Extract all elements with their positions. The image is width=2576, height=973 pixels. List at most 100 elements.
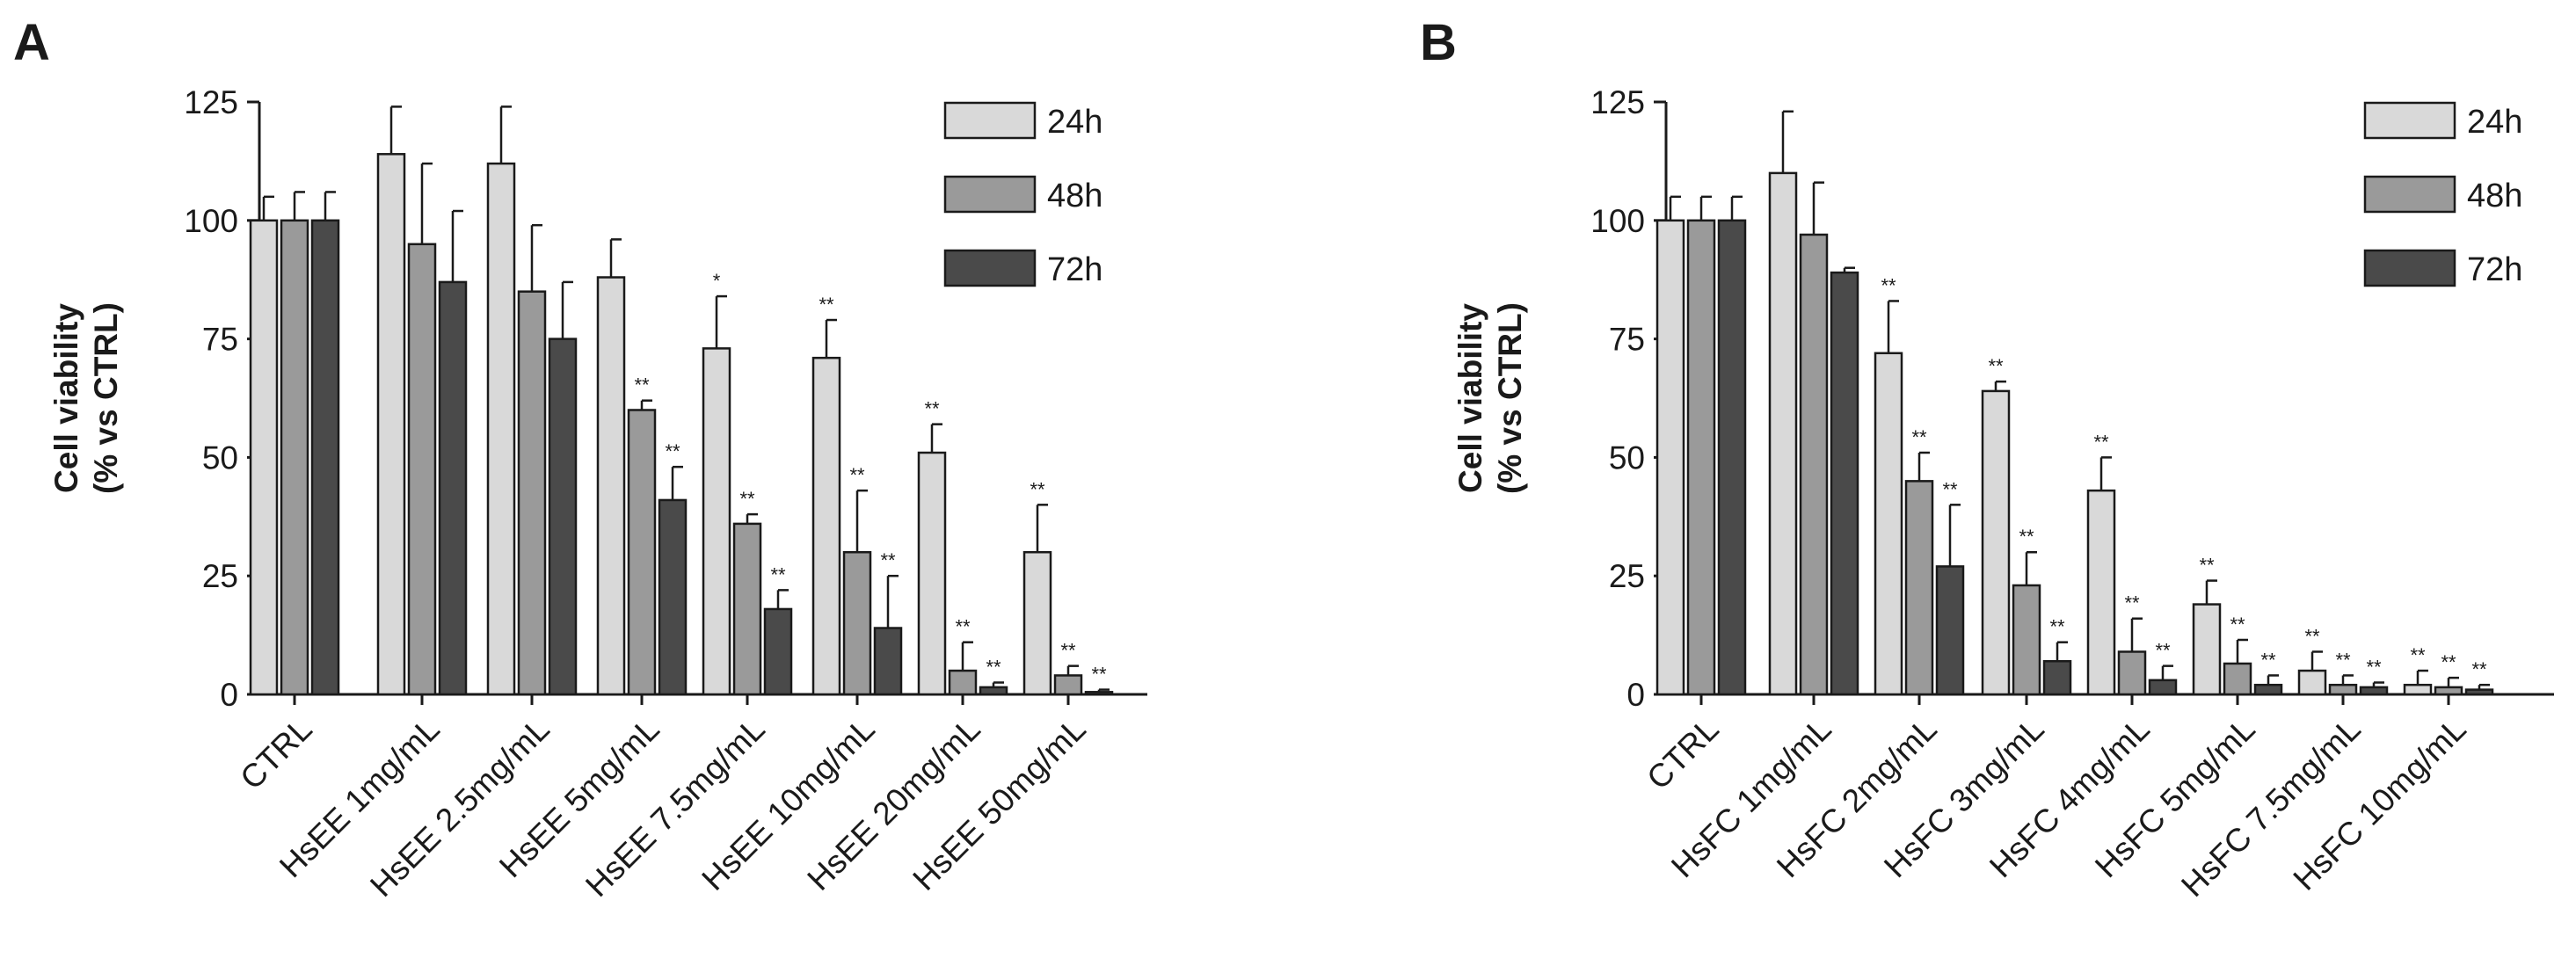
significance-mark: ** bbox=[2124, 592, 2140, 614]
y-axis-label-line: (% vs CTRL) bbox=[88, 302, 124, 494]
legend-item-72h: 72h bbox=[943, 249, 1102, 288]
bar-72h bbox=[2359, 686, 2389, 696]
bar-24h bbox=[2403, 683, 2433, 696]
bar-48h bbox=[2117, 650, 2147, 696]
y-tick-label: 25 bbox=[202, 558, 238, 594]
bar-48h bbox=[280, 219, 309, 696]
bar-48h bbox=[2012, 584, 2041, 696]
significance-mark: ** bbox=[2410, 644, 2426, 666]
legend-item-24h: 24h bbox=[943, 101, 1102, 141]
legend-swatch-72h bbox=[943, 249, 1037, 287]
legend-label-24h: 24h bbox=[2467, 104, 2522, 141]
significance-mark: ** bbox=[1060, 640, 1076, 662]
bar-48h bbox=[1799, 233, 1829, 696]
bar-72h bbox=[2253, 683, 2283, 696]
bar-24h bbox=[702, 347, 731, 696]
legend-label-24h: 24h bbox=[1047, 104, 1102, 141]
significance-mark: ** bbox=[2304, 625, 2320, 647]
bar-24h bbox=[596, 276, 626, 696]
legend-item-24h: 24h bbox=[2363, 101, 2522, 141]
bar-72h bbox=[658, 498, 688, 696]
y-tick-label: 75 bbox=[1609, 322, 1645, 358]
bar-48h bbox=[948, 669, 978, 696]
bar-24h bbox=[2192, 603, 2222, 696]
bar-72h bbox=[310, 219, 340, 696]
bar-48h bbox=[1686, 219, 1716, 696]
bar-72h bbox=[438, 280, 468, 696]
bar-72h bbox=[1830, 271, 1859, 696]
y-tick-label: 100 bbox=[184, 203, 238, 239]
significance-mark: ** bbox=[1942, 478, 1958, 500]
bar-48h bbox=[2223, 662, 2252, 696]
significance-mark: ** bbox=[986, 657, 1001, 679]
significance-mark: ** bbox=[2093, 431, 2109, 453]
significance-mark: ** bbox=[880, 549, 896, 571]
y-axis-label-line: Cell viability bbox=[48, 303, 84, 493]
y-tick-label: 0 bbox=[220, 677, 238, 713]
bar-24h bbox=[811, 356, 841, 696]
panel-letter: A bbox=[13, 14, 50, 71]
bar-72h bbox=[548, 338, 578, 696]
significance-mark: ** bbox=[2441, 651, 2456, 673]
significance-mark: ** bbox=[819, 294, 834, 316]
significance-mark: ** bbox=[634, 374, 650, 396]
y-axis-label: Cell viability (% vs CTRL) bbox=[48, 302, 124, 494]
significance-mark: ** bbox=[665, 440, 680, 462]
y-tick-label: 100 bbox=[1590, 203, 1645, 239]
bar-24h bbox=[1768, 171, 1798, 696]
bar-48h bbox=[517, 290, 547, 696]
bar-48h bbox=[2328, 683, 2358, 696]
significance-mark: ** bbox=[2199, 555, 2215, 577]
panel-b: B Cell viability (% vs CTRL) 0 25 50 75 100 125 C… bbox=[1420, 14, 2554, 904]
significance-mark: ** bbox=[2019, 526, 2034, 548]
bar-48h bbox=[2434, 686, 2463, 696]
bar-72h bbox=[2042, 660, 2072, 696]
y-tick-label: 125 bbox=[184, 84, 238, 120]
y-axis-label-line: Cell viability bbox=[1452, 303, 1488, 493]
panel-letter: B bbox=[1420, 14, 1457, 71]
bar-72h bbox=[2464, 688, 2494, 696]
bar-24h bbox=[2297, 669, 2327, 696]
bar-48h bbox=[842, 550, 872, 696]
significance-mark: ** bbox=[849, 464, 865, 486]
bar-72h bbox=[1717, 219, 1747, 696]
y-tick-label: 0 bbox=[1626, 677, 1645, 713]
legend-label-48h: 48h bbox=[1047, 178, 1102, 214]
bar-72h bbox=[979, 686, 1008, 696]
bar-72h bbox=[1084, 691, 1114, 696]
significance-mark: ** bbox=[924, 398, 940, 420]
legend-swatch-48h bbox=[2363, 175, 2456, 214]
y-axis-label: Cell viability (% vs CTRL) bbox=[1452, 302, 1528, 494]
significance-mark: ** bbox=[2230, 614, 2245, 635]
legend-label-48h: 48h bbox=[2467, 178, 2522, 214]
significance-mark: ** bbox=[2335, 649, 2351, 671]
legend-item-72h: 72h bbox=[2363, 249, 2522, 288]
legend-swatch-24h bbox=[2363, 101, 2456, 140]
y-tick-label: 125 bbox=[1590, 84, 1645, 120]
significance-mark: ** bbox=[2049, 616, 2065, 638]
bar-24h bbox=[1655, 219, 1685, 696]
significance-mark: ** bbox=[2260, 649, 2276, 671]
significance-mark: ** bbox=[1881, 274, 1896, 296]
bar-72h bbox=[873, 627, 903, 696]
y-tick-label: 50 bbox=[202, 439, 238, 476]
bar-24h bbox=[1022, 550, 1052, 696]
bar-24h bbox=[1981, 389, 2011, 696]
x-category-label: CTRL bbox=[233, 711, 318, 796]
x-category-label: HsFC 7.5mg/mL bbox=[2174, 711, 2367, 904]
significance-mark: ** bbox=[1911, 426, 1927, 448]
legend-label-72h: 72h bbox=[1047, 251, 1102, 288]
bar-48h bbox=[1053, 674, 1083, 696]
legend-swatch-72h bbox=[2363, 249, 2456, 287]
bar-72h bbox=[1935, 565, 1965, 696]
significance-mark: ** bbox=[2366, 657, 2382, 679]
y-axis-label-line: (% vs CTRL) bbox=[1492, 302, 1528, 494]
bar-24h bbox=[486, 162, 516, 696]
significance-mark: ** bbox=[1988, 355, 2004, 377]
bar-48h bbox=[407, 243, 437, 696]
bar-24h bbox=[249, 219, 279, 696]
legend-label-72h: 72h bbox=[2467, 251, 2522, 288]
y-tick-label: 75 bbox=[202, 322, 238, 358]
x-category-label: CTRL bbox=[1640, 711, 1725, 796]
